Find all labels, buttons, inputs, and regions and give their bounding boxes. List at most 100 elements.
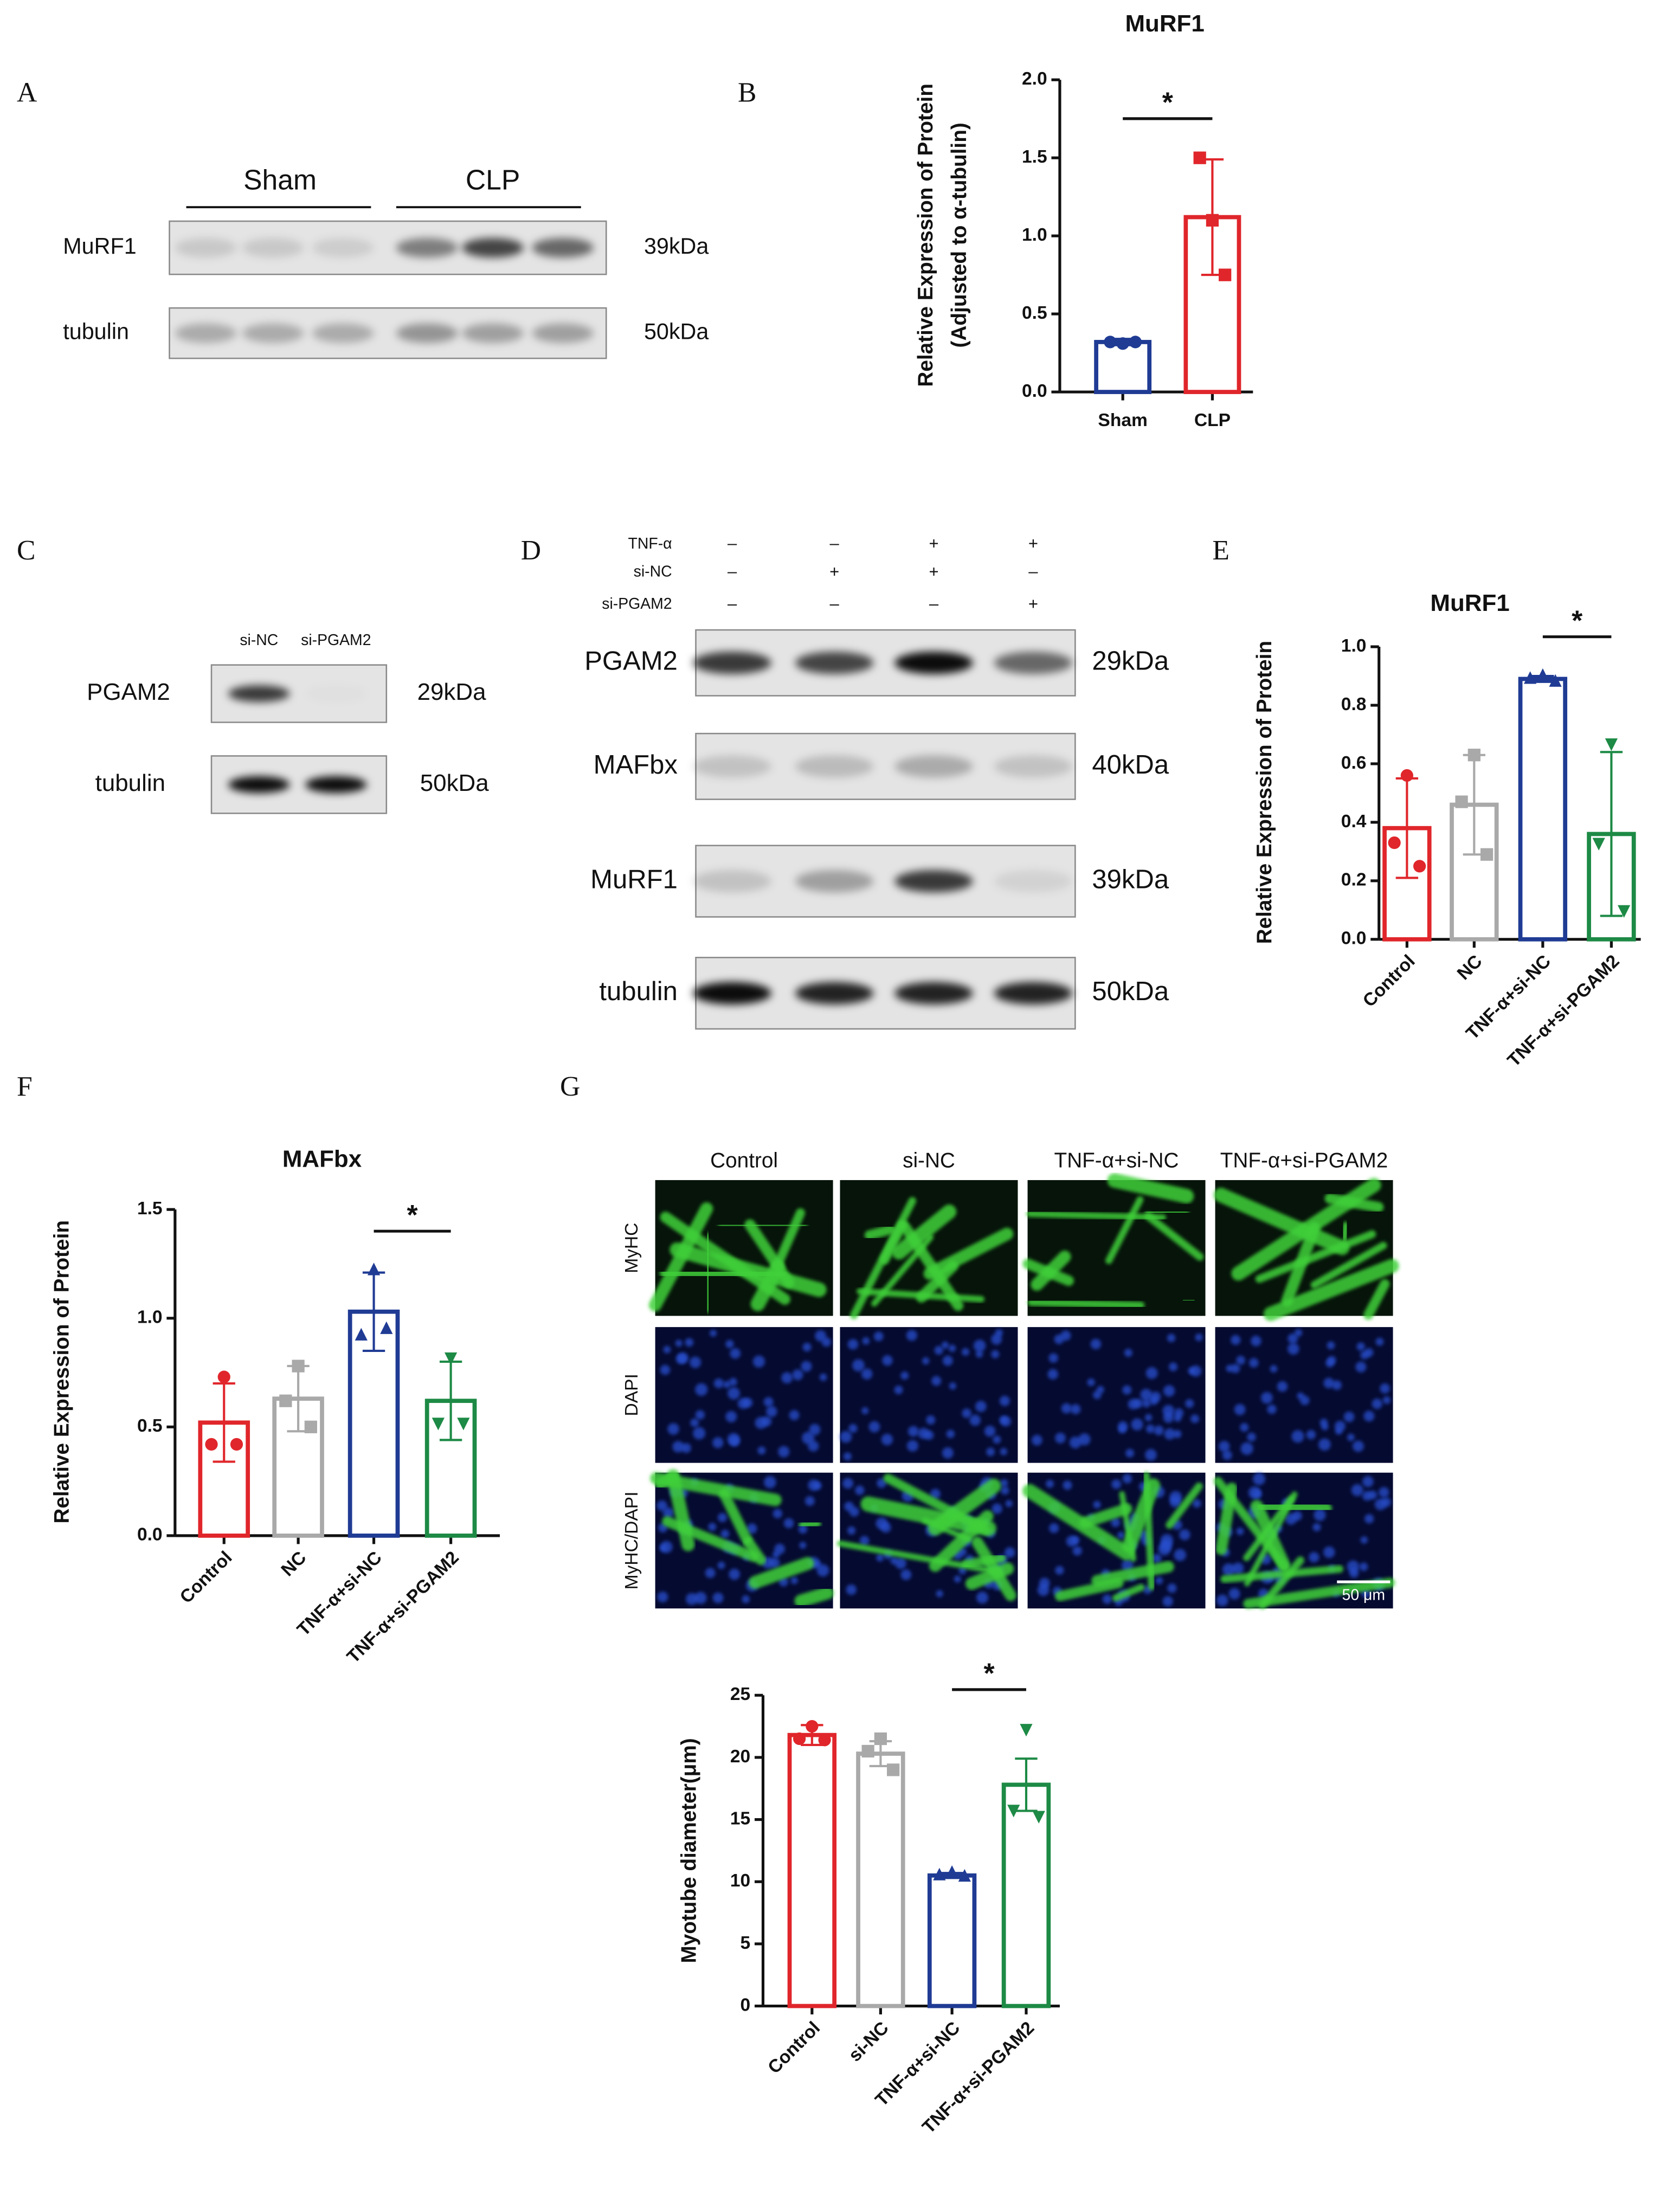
nucleus [926, 1415, 936, 1425]
nucleus [1039, 1577, 1050, 1589]
myotube [1112, 1583, 1145, 1602]
y-tick-label: 1.0 [137, 1308, 163, 1328]
nucleus [1071, 1536, 1080, 1544]
nucleus [728, 1387, 740, 1400]
blot-band [396, 238, 458, 258]
y-axis-label: Relative Expression of Protein [1253, 641, 1276, 944]
x-tick-label: Control [176, 1548, 236, 1608]
nucleus [991, 1350, 1000, 1358]
nucleus [1145, 1449, 1157, 1461]
nucleus [1360, 1350, 1369, 1360]
chart-title: MuRF1 [1125, 10, 1204, 37]
nucleus [1236, 1528, 1244, 1535]
nucleus [729, 1436, 740, 1447]
data-point [1219, 268, 1232, 281]
blot-band [228, 776, 290, 793]
y-tick-label: 0.0 [1022, 381, 1047, 401]
nucleus [1294, 1329, 1303, 1337]
nucleus [1312, 1523, 1321, 1531]
nucleus [1372, 1398, 1382, 1409]
x-tick-label: CLP [1194, 410, 1231, 430]
blot-size: 50kDa [644, 319, 709, 344]
nucleus [761, 1416, 772, 1427]
blot-band [242, 323, 304, 343]
data-point [874, 1732, 887, 1746]
blot-protein: MuRF1 [63, 234, 136, 259]
lane-label: si-NC [240, 632, 278, 649]
data-point [279, 1394, 292, 1407]
condition-sign: – [728, 594, 737, 613]
blot-band [795, 982, 874, 1004]
nucleus [1133, 1399, 1143, 1408]
nucleus [1162, 1596, 1173, 1607]
nucleus [862, 1337, 870, 1345]
myotube [892, 1205, 957, 1260]
nucleus [1054, 1334, 1064, 1344]
y-tick-label: 0.0 [1341, 929, 1367, 949]
myotube [1027, 1298, 1145, 1309]
nucleus [842, 1478, 854, 1489]
nucleus [969, 1414, 981, 1426]
x-tick-label: NC [278, 1548, 310, 1580]
nucleus [900, 1569, 912, 1580]
nucleus [975, 1350, 983, 1358]
nucleus [1096, 1386, 1104, 1394]
data-point [1020, 1724, 1033, 1737]
panel-letter: D [521, 535, 541, 566]
data-point [1193, 151, 1206, 164]
myotube [836, 1540, 1001, 1575]
myotube [1213, 1188, 1350, 1255]
myotube [1166, 1482, 1203, 1529]
nucleus [1055, 1432, 1066, 1444]
nucleus [1277, 1381, 1288, 1392]
myotube [1243, 1495, 1295, 1561]
nucleus [1122, 1474, 1132, 1484]
y-tick-label: 1.0 [1022, 225, 1047, 245]
myotube [1022, 1484, 1134, 1561]
nucleus [993, 1435, 1001, 1444]
nucleus [1000, 1448, 1008, 1456]
blot-size: 39kDa [1092, 865, 1169, 894]
nucleus [1047, 1369, 1058, 1380]
nucleus [1219, 1441, 1230, 1452]
myotube [1263, 1259, 1399, 1321]
blot-band [305, 685, 367, 702]
y-tick-label: 0 [741, 1995, 751, 2015]
micrograph [1215, 1327, 1393, 1463]
significance-label: * [983, 1658, 995, 1689]
nucleus [1004, 1547, 1015, 1558]
nucleus [662, 1507, 674, 1518]
nucleus [725, 1339, 734, 1349]
myotube [1255, 1230, 1376, 1283]
nucleus [1049, 1523, 1059, 1534]
nucleus [1323, 1546, 1335, 1558]
nucleus [1001, 1486, 1009, 1495]
nucleus [790, 1576, 798, 1585]
data-point [217, 1370, 230, 1383]
panel-letter: B [738, 77, 756, 108]
x-tick-label: NC [1453, 951, 1486, 984]
myotube [864, 1225, 896, 1240]
nucleus [1179, 1529, 1190, 1541]
data-point [444, 1352, 458, 1366]
nucleus [975, 1401, 987, 1412]
nucleus [1122, 1559, 1134, 1572]
nucleus [1232, 1562, 1244, 1574]
nucleus [1360, 1536, 1368, 1544]
nucleus [1005, 1500, 1013, 1508]
y-tick-label: 1.5 [1022, 147, 1047, 167]
blot-size: 39kDa [644, 234, 709, 259]
nucleus [848, 1424, 858, 1433]
nucleus [1228, 1588, 1240, 1600]
nucleus [764, 1476, 776, 1489]
nucleus [873, 1331, 884, 1342]
data-point [1104, 336, 1117, 349]
panel-letter: C [17, 535, 35, 566]
nucleus [1332, 1380, 1342, 1390]
blot-band [795, 755, 874, 778]
y-tick-label: 1.0 [1341, 636, 1367, 656]
nucleus [1231, 1335, 1241, 1345]
nucleus [1125, 1448, 1135, 1458]
nucleus [877, 1478, 886, 1488]
data-point [205, 1438, 218, 1451]
